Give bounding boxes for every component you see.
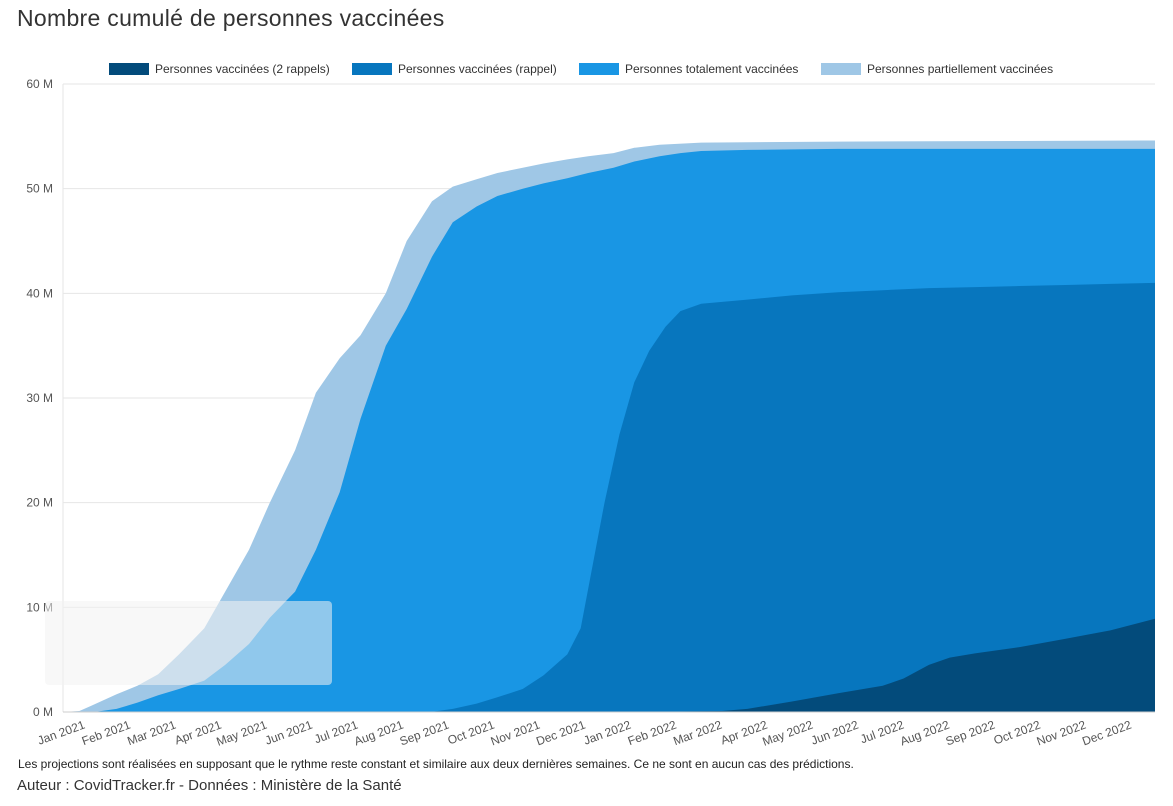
y-axis: 0 M10 M20 M30 M40 M50 M60 M xyxy=(26,77,53,719)
x-tick-label: Nov 2021 xyxy=(489,718,542,749)
area-rappel[interactable] xyxy=(430,282,1156,712)
y-tick-label: 60 M xyxy=(26,77,53,91)
tooltip-overlay xyxy=(45,601,332,685)
x-tick-label: Jul 2021 xyxy=(312,718,360,747)
y-tick-label: 50 M xyxy=(26,182,53,196)
x-tick-label: Jun 2022 xyxy=(809,718,860,748)
legend-swatch-rappel xyxy=(352,63,392,75)
legend-swatch-rappel2 xyxy=(109,63,149,75)
x-tick-label: Sep 2021 xyxy=(398,718,451,749)
x-tick-label: Aug 2021 xyxy=(352,718,405,749)
x-tick-label: Jul 2022 xyxy=(858,718,906,747)
y-tick-label: 20 M xyxy=(26,496,53,510)
legend-item-total[interactable]: Personnes totalement vaccinées xyxy=(579,60,798,78)
x-tick-label: Apr 2022 xyxy=(719,718,770,748)
chart-legend: Personnes vaccinées (2 rappels) Personne… xyxy=(0,60,1173,78)
legend-label-rappel2: Personnes vaccinées (2 rappels) xyxy=(155,62,330,76)
chart-title: Nombre cumulé de personnes vaccinées xyxy=(17,5,445,31)
legend-item-rappel[interactable]: Personnes vaccinées (rappel) xyxy=(352,60,557,78)
legend-label-total: Personnes totalement vaccinées xyxy=(625,62,799,76)
x-tick-label: Jan 2021 xyxy=(36,718,87,748)
legend-label-partiel: Personnes partiellement vaccinées xyxy=(867,62,1054,76)
author-credit: Auteur : CovidTracker.fr - Données : Min… xyxy=(17,777,402,794)
x-tick-label: Jan 2022 xyxy=(582,718,633,748)
x-tick-label: May 2022 xyxy=(760,718,815,749)
chart-svg: 0 M10 M20 M30 M40 M50 M60 M Jan 2021Feb … xyxy=(26,77,1156,749)
x-tick-label: Jun 2021 xyxy=(263,718,314,748)
x-tick-label: Nov 2022 xyxy=(1035,718,1088,749)
legend-swatch-partiel xyxy=(821,63,861,75)
x-tick-label: Aug 2022 xyxy=(898,718,951,749)
x-tick-label: Sep 2022 xyxy=(944,718,997,749)
legend-swatch-total xyxy=(579,63,619,75)
y-tick-label: 0 M xyxy=(33,705,53,719)
x-tick-label: Oct 2021 xyxy=(446,718,497,748)
x-tick-label: Oct 2022 xyxy=(992,718,1043,748)
x-tick-label: May 2021 xyxy=(214,718,269,749)
footnote: Les projections sont réalisées en suppos… xyxy=(18,757,854,771)
x-tick-label: Mar 2021 xyxy=(125,718,178,749)
area-rappel2[interactable] xyxy=(634,618,1155,712)
x-tick-label: Dec 2022 xyxy=(1080,718,1133,749)
x-tick-label: Feb 2022 xyxy=(626,718,679,749)
legend-item-rappel2[interactable]: Personnes vaccinées (2 rappels) xyxy=(109,60,330,78)
x-tick-label: Feb 2021 xyxy=(80,718,133,749)
legend-item-partiel[interactable]: Personnes partiellement vaccinées xyxy=(821,60,1053,78)
x-tick-label: Mar 2022 xyxy=(671,718,724,749)
y-tick-label: 40 M xyxy=(26,286,53,300)
legend-label-rappel: Personnes vaccinées (rappel) xyxy=(398,62,557,76)
area-series xyxy=(63,140,1156,712)
x-tick-label: Dec 2021 xyxy=(534,718,587,749)
y-tick-label: 30 M xyxy=(26,391,53,405)
x-tick-label: Apr 2021 xyxy=(173,718,224,748)
